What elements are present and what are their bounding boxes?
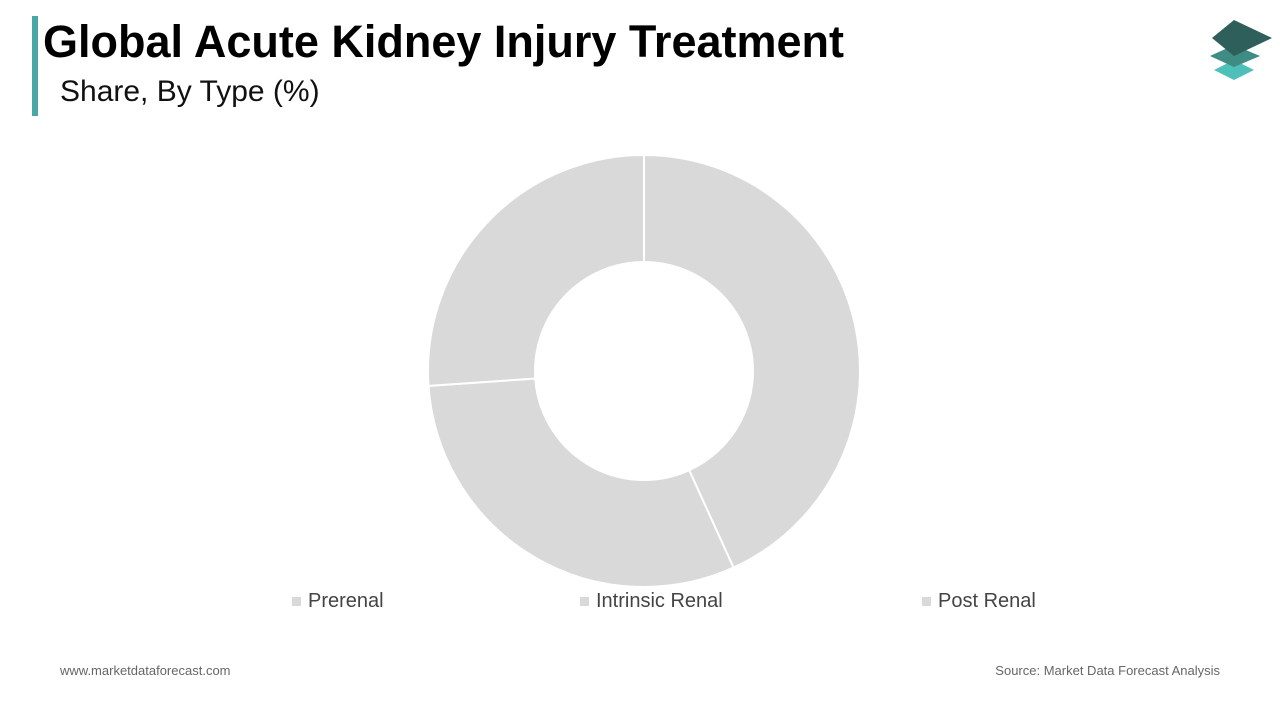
legend-item-intrinsic-renal: Intrinsic Renal — [580, 589, 723, 613]
legend-label-post-renal: Post Renal — [938, 590, 1036, 612]
legend-swatch-post-renal — [922, 596, 931, 606]
layered-diamond-logo-icon — [1210, 20, 1272, 80]
title-accent-bar — [32, 16, 38, 116]
logo-layer-top — [1212, 20, 1272, 56]
chart-subtitle: Share, By Type (%) — [60, 75, 320, 108]
footer-source-text: Source: Market Data Forecast Analysis — [995, 663, 1220, 678]
legend-label-intrinsic-renal: Intrinsic Renal — [596, 590, 723, 612]
slice-post-renal — [427, 153, 645, 387]
logo-layer-bottom — [1214, 60, 1254, 80]
slice-intrinsic-renal — [427, 377, 735, 588]
logo-layer-middle — [1210, 45, 1260, 67]
donut-slices — [427, 153, 861, 588]
slice-prerenal — [643, 153, 861, 569]
legend-item-post-renal: Post Renal — [922, 589, 1036, 613]
legend-label-prerenal: Prerenal — [308, 590, 384, 612]
legend-swatch-prerenal — [292, 596, 301, 606]
chart-title: Global Acute Kidney Injury Treatment — [43, 16, 844, 67]
footer-website-link[interactable]: www.marketdataforecast.com — [60, 663, 231, 678]
legend-item-prerenal: Prerenal — [292, 589, 384, 613]
legend-swatch-intrinsic-renal — [580, 596, 589, 606]
